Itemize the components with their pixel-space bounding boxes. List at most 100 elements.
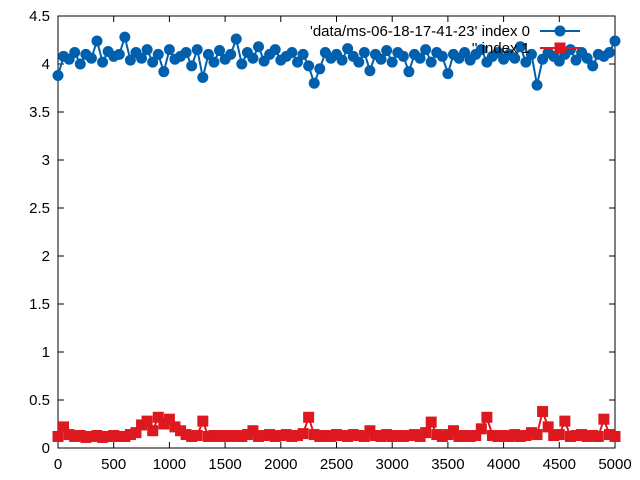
- data-point: [297, 48, 309, 60]
- data-point: [314, 430, 326, 442]
- data-point: [97, 431, 109, 443]
- data-point: [498, 430, 510, 442]
- data-point: [531, 429, 543, 441]
- data-point: [91, 430, 103, 442]
- y-tick-label: 0.5: [29, 392, 50, 409]
- data-point: [202, 430, 214, 442]
- data-point: [214, 45, 226, 57]
- data-point: [587, 60, 599, 72]
- data-point: [525, 427, 537, 439]
- x-tick-label: 3000: [376, 456, 409, 473]
- data-point: [286, 430, 298, 442]
- data-point: [581, 52, 593, 64]
- data-point: [292, 56, 304, 68]
- data-point: [481, 411, 493, 423]
- data-point: [503, 430, 515, 442]
- legend: 'data/ms-06-18-17-41-23' index 0'' index…: [310, 23, 580, 57]
- data-point: [136, 419, 148, 431]
- x-tick-label: 2500: [320, 456, 353, 473]
- y-tick-label: 4: [42, 56, 50, 73]
- y-tick-label: 3.5: [29, 104, 50, 121]
- data-point: [119, 430, 131, 442]
- data-point: [392, 430, 404, 442]
- data-point: [464, 430, 476, 442]
- y-tick-label: 4.5: [29, 8, 50, 25]
- data-point: [397, 430, 409, 442]
- data-point: [253, 41, 265, 53]
- data-point: [598, 413, 610, 425]
- data-point: [414, 52, 426, 64]
- data-point: [308, 77, 320, 89]
- data-point: [509, 429, 521, 441]
- data-point: [136, 52, 148, 64]
- data-point: [158, 418, 170, 430]
- data-point: [124, 429, 136, 441]
- data-point: [102, 430, 114, 442]
- data-point: [492, 430, 504, 442]
- data-point: [564, 44, 576, 56]
- data-point: [342, 430, 354, 442]
- data-point: [58, 421, 70, 433]
- x-tick-label: 4000: [487, 456, 520, 473]
- data-point: [470, 430, 482, 442]
- data-point: [375, 430, 387, 442]
- data-point: [208, 56, 220, 68]
- data-point: [486, 430, 498, 442]
- data-point: [292, 430, 304, 442]
- data-point: [576, 429, 588, 441]
- data-point: [325, 430, 337, 442]
- data-point: [141, 415, 153, 427]
- legend-marker: [554, 42, 566, 54]
- data-point: [420, 44, 432, 56]
- data-point: [514, 430, 526, 442]
- data-point: [74, 430, 86, 442]
- data-point: [163, 44, 175, 56]
- data-point: [414, 430, 426, 442]
- data-point: [147, 425, 159, 437]
- data-point: [592, 430, 604, 442]
- data-point: [425, 56, 437, 68]
- data-point: [52, 70, 64, 82]
- data-point: [230, 33, 242, 45]
- data-point: [241, 429, 253, 441]
- data-point: [63, 429, 75, 441]
- x-tick-label: 4500: [543, 456, 576, 473]
- data-point: [386, 430, 398, 442]
- data-point: [124, 54, 136, 66]
- y-tick-label: 2.5: [29, 200, 50, 217]
- x-tick-label: 500: [101, 456, 126, 473]
- data-point: [570, 430, 582, 442]
- data-point: [91, 35, 103, 47]
- data-point: [408, 429, 420, 441]
- y-tick-label: 3: [42, 152, 50, 169]
- y-axis: 0 0.5 1 1.5 2 2.5 3 3.5 4 4.5: [29, 8, 615, 457]
- data-point: [525, 48, 537, 60]
- legend-item-1: '' index 1: [472, 40, 580, 57]
- data-point: [225, 430, 237, 442]
- series-0: [52, 31, 621, 91]
- data-point: [269, 430, 281, 442]
- data-point: [152, 48, 164, 60]
- data-point: [80, 431, 92, 443]
- data-point: [303, 60, 315, 72]
- data-point: [442, 429, 454, 441]
- data-point: [147, 56, 159, 68]
- data-point: [564, 430, 576, 442]
- data-point: [447, 425, 459, 437]
- series-1: [52, 406, 621, 443]
- y-tick-label: 1: [42, 344, 50, 361]
- data-point: [531, 79, 543, 91]
- data-point: [381, 429, 393, 441]
- data-point: [375, 53, 387, 65]
- data-point: [548, 430, 560, 442]
- data-point: [158, 66, 170, 78]
- data-point: [230, 430, 242, 442]
- data-point: [358, 46, 370, 58]
- data-point: [475, 423, 487, 435]
- data-point: [247, 425, 259, 437]
- data-point: [403, 66, 415, 78]
- x-tick-label: 5000: [598, 456, 631, 473]
- data-point: [163, 413, 175, 425]
